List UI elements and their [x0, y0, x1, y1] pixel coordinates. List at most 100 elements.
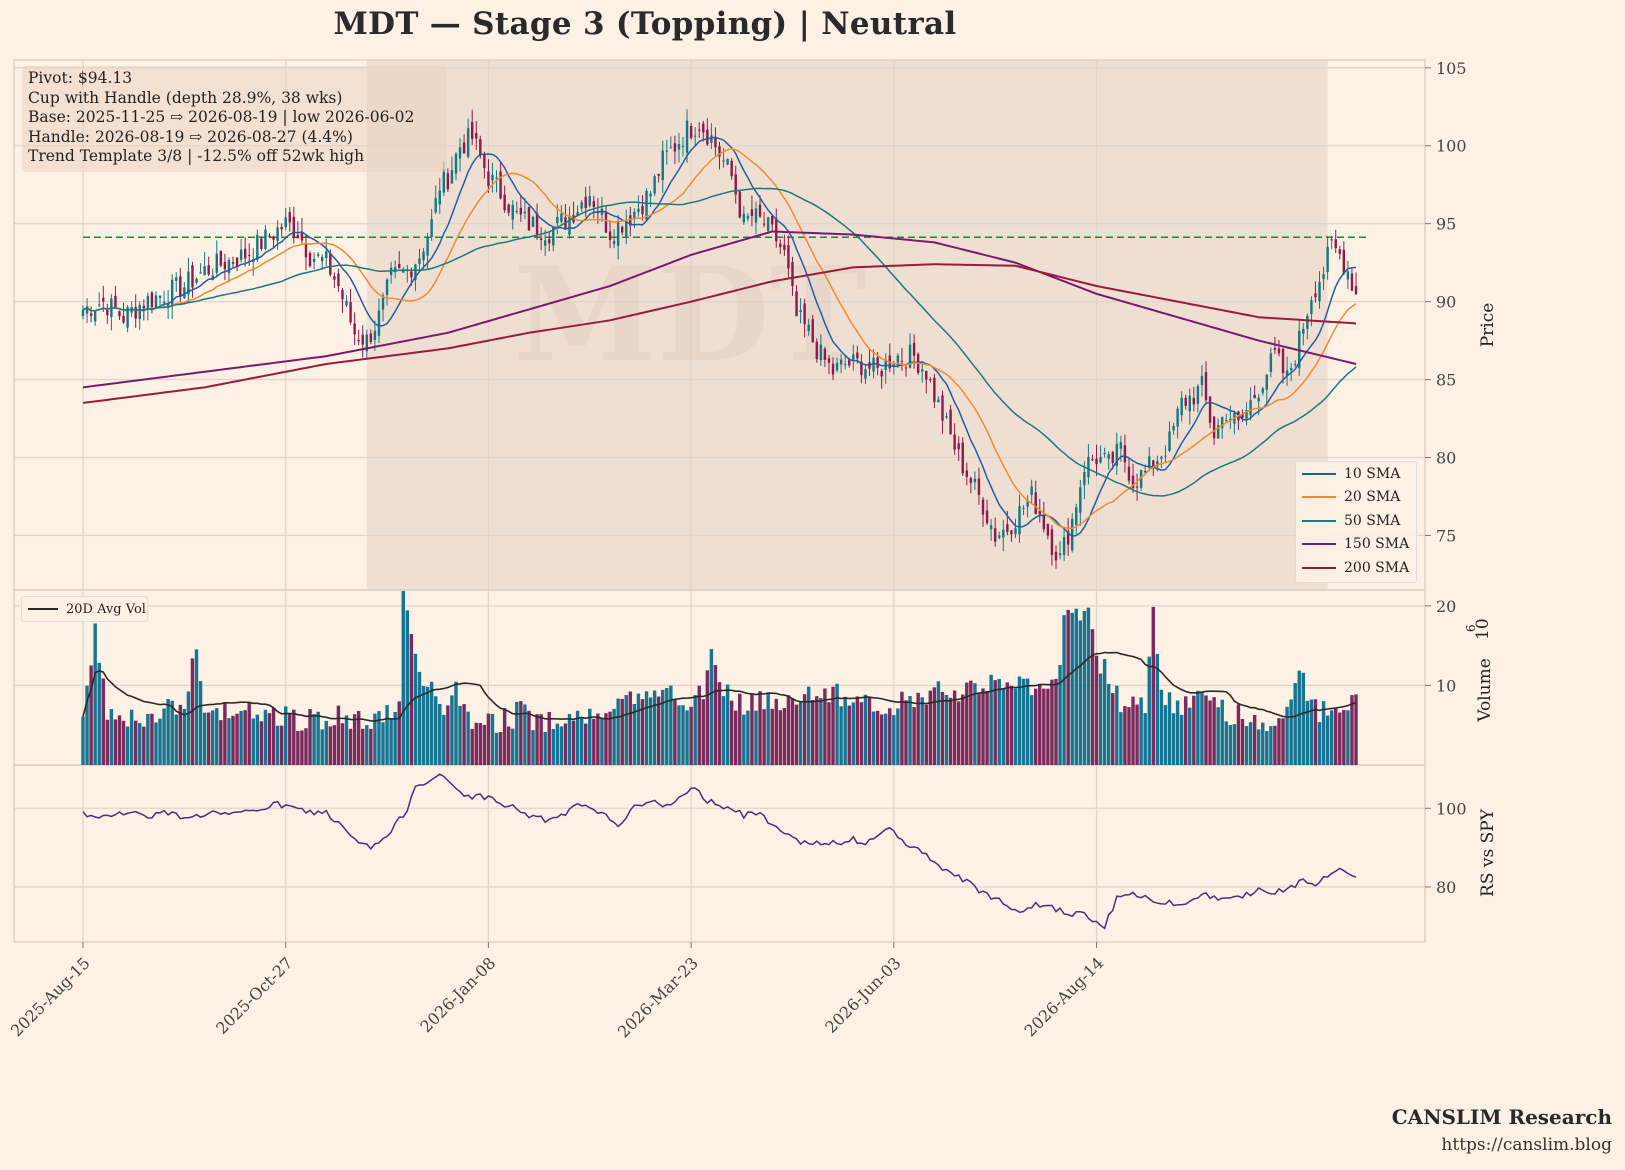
volume-bar [121, 720, 126, 765]
volume-bar [1151, 606, 1156, 765]
candle-body [819, 344, 823, 361]
volume-bar [819, 697, 823, 765]
candle-body [438, 190, 441, 205]
volume-bar [138, 723, 142, 765]
volume-bar [401, 590, 405, 765]
candle-body [1030, 486, 1033, 496]
volume-bar [1070, 612, 1074, 765]
volume-bar [162, 708, 166, 765]
volume-legend: 20D Avg Vol [21, 596, 148, 622]
candle-body [1119, 442, 1123, 449]
candle-body [762, 223, 766, 225]
volume-bar [750, 694, 754, 765]
candle-body [1249, 400, 1252, 416]
volume-bar [1350, 695, 1354, 765]
candle-body [1212, 416, 1216, 439]
volume-bar [900, 691, 904, 765]
volume-bar [142, 726, 146, 765]
volume-bar [1135, 704, 1139, 765]
volume-bar [89, 665, 93, 765]
volume-bar [1261, 722, 1265, 765]
candle-body [179, 276, 182, 298]
volume-bar [721, 696, 726, 765]
volume-bar [1354, 694, 1358, 765]
volume-bar [612, 708, 616, 765]
volume-bar [1325, 715, 1330, 765]
candle-body [418, 258, 421, 264]
volume-bar [352, 714, 357, 765]
candle-body [85, 306, 89, 314]
volume-bar [369, 728, 373, 765]
candle-body [1010, 530, 1013, 535]
volume-bar [235, 713, 239, 765]
candle-body [470, 121, 474, 140]
candle-body [831, 363, 835, 375]
candle-body [462, 142, 466, 154]
candle-body [645, 190, 648, 220]
candle-body [1338, 249, 1341, 254]
sma50-line [82, 187, 1357, 497]
candle-body [783, 244, 786, 250]
volume-bar [579, 717, 584, 765]
volume-bar [409, 634, 414, 765]
candle-body [268, 235, 271, 237]
volume-bar [231, 715, 235, 765]
candle-body [770, 216, 774, 225]
volume-bar [993, 680, 997, 765]
candle-body [876, 357, 879, 368]
volume-bar [498, 732, 503, 765]
candle-body [860, 361, 863, 376]
volume-bar [956, 701, 961, 765]
candle-body [937, 399, 940, 403]
candle-body [158, 295, 162, 298]
volume-bar [669, 685, 673, 765]
volume-bar [1334, 708, 1338, 765]
volume-bar [105, 719, 110, 765]
volume-bar [425, 686, 430, 765]
volume-bar [93, 623, 97, 765]
volume-bar [129, 709, 134, 765]
volume-bar [1025, 678, 1030, 765]
volume-bar [328, 726, 333, 765]
candle-body [633, 211, 636, 220]
volume-bar [1252, 715, 1257, 765]
volume-bar [227, 718, 231, 765]
volume-bar [608, 711, 612, 765]
volume-bar [1313, 699, 1318, 765]
candle-body [1241, 414, 1244, 418]
volume-bar [932, 687, 937, 765]
volume-bar [413, 653, 418, 765]
volume-bar [1179, 714, 1184, 765]
candle-body [839, 359, 843, 365]
volume-bar [973, 683, 977, 765]
volume-bar [101, 678, 105, 765]
volume-bar [559, 726, 564, 765]
candle-body [779, 243, 782, 248]
candle-body [681, 145, 685, 147]
candle-body [369, 333, 373, 342]
volume-bar [125, 726, 130, 765]
candle-body [487, 171, 490, 187]
candle-body [726, 158, 729, 165]
volume-bar [624, 695, 628, 765]
candle-body [377, 310, 381, 336]
x-tick-label: 2026-Jan-08 [416, 953, 499, 1036]
candle-body [191, 265, 194, 288]
volume-bar [1086, 607, 1091, 765]
candle-body [949, 409, 952, 435]
candle-body [775, 218, 778, 242]
volume-bar [1317, 722, 1322, 765]
sma20-line [82, 148, 1357, 530]
volume-bar [547, 711, 551, 765]
candle-body [385, 279, 389, 295]
candle-body [1103, 453, 1106, 455]
volume-bar [405, 610, 410, 765]
candle-body [434, 198, 437, 213]
candle-body [973, 478, 977, 483]
volume-bar [969, 680, 973, 765]
candle-body [758, 204, 762, 217]
volume-bar [551, 728, 555, 765]
volume-bar [259, 721, 264, 765]
candle-body [1148, 456, 1151, 468]
candle-body [499, 171, 502, 199]
